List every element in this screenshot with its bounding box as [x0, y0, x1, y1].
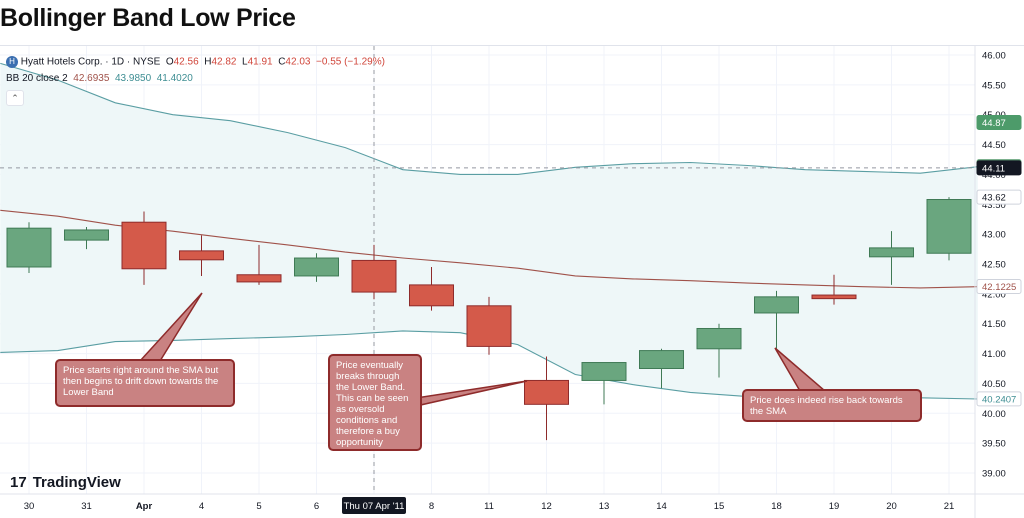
annotation-lower-break-text: Price eventually breaks through the Lowe…: [336, 360, 409, 448]
time-tick-label: 12: [541, 501, 552, 512]
price-tick-label: 44.50: [982, 140, 1006, 151]
time-tick-label: 5: [256, 501, 261, 512]
upper-band-line: [0, 62, 978, 175]
annotation-sma-drift-text: Price starts right around the SMA but th…: [63, 365, 219, 398]
price-tick-label: 43.00: [982, 230, 1006, 241]
candle-body[interactable]: [639, 350, 684, 370]
time-tick-label: 14: [656, 501, 667, 512]
low-label: L: [242, 56, 248, 68]
indicator-basis: 42.6935: [73, 73, 110, 84]
time-tick-label: 15: [714, 501, 725, 512]
candle-body[interactable]: [6, 227, 52, 268]
open-label: O: [165, 56, 174, 68]
indicator-name: BB 20 close 2: [6, 73, 68, 84]
basis-price-badge-text: 42.1225: [982, 282, 1016, 293]
time-tick-label: 6: [314, 501, 319, 512]
lower-price-badge: [976, 391, 1022, 407]
candle-body[interactable]: [696, 327, 742, 350]
candle-body[interactable]: [121, 221, 167, 270]
candle-body[interactable]: [64, 229, 109, 241]
annotation-rise-back: Price does indeed rise back towards the …: [742, 389, 922, 422]
price-tick-label: 44.00: [982, 170, 1006, 181]
candle-body[interactable]: [466, 305, 512, 347]
last-price-badge: [976, 160, 1022, 176]
symbol-header[interactable]: H Hyatt Hotels Corp. · 1D · NYSE O42.56 …: [6, 56, 385, 68]
upper-price-badge: [976, 114, 1022, 130]
page-title: Bollinger Band Low Price: [0, 4, 296, 32]
last-price-badge-text: 44.11: [982, 163, 1005, 174]
crosshair-date-badge: [342, 497, 406, 514]
candle-body[interactable]: [351, 259, 397, 293]
time-tick-label: 11: [484, 501, 494, 512]
high-label: H: [204, 56, 212, 68]
indicator-legend[interactable]: BB 20 close 2 42.6935 43.9850 41.4020: [6, 73, 193, 84]
close-price-badge-text: 43.62: [982, 193, 1006, 204]
candle-body[interactable]: [524, 379, 569, 405]
candle-body[interactable]: [811, 294, 857, 300]
chart-panel[interactable]: 46.0045.5045.0044.5044.0043.5043.0042.50…: [0, 45, 1024, 518]
low-value: 41.91: [247, 56, 273, 68]
candle-body[interactable]: [869, 247, 914, 258]
price-tick-label: 45.50: [982, 80, 1006, 91]
close-label: C: [278, 56, 286, 68]
chevron-up-icon[interactable]: ⌃: [6, 90, 24, 106]
candle-body[interactable]: [294, 257, 339, 277]
tradingview-logo-text: TradingView: [32, 474, 121, 491]
time-tick-label: 4: [199, 501, 204, 512]
time-tick-label: Thu 07 Apr '11: [344, 501, 405, 512]
time-tick-label: 18: [771, 501, 782, 512]
candle-body[interactable]: [754, 296, 799, 314]
time-tick-label: 31: [81, 501, 92, 512]
candle-body[interactable]: [409, 284, 454, 307]
candle-body[interactable]: [581, 362, 627, 381]
price-tick-label: 41.00: [982, 349, 1006, 360]
price-tick-label: 41.50: [982, 319, 1006, 330]
annotation-arrow-2: [415, 380, 528, 407]
price-tick-label: 39.50: [982, 439, 1006, 450]
price-tick-label: 46.00: [982, 51, 1006, 62]
close-price-badge: [976, 189, 1022, 205]
price-tick-label: 39.00: [982, 469, 1006, 480]
time-tick-label: 21: [944, 501, 955, 512]
lower-price-badge-text: 40.2407: [982, 394, 1016, 405]
symbol-logo-icon: H: [6, 56, 18, 68]
upper-price-badge-text: 44.87: [982, 118, 1006, 129]
tradingview-logo[interactable]: 17 TradingView: [10, 474, 121, 491]
candle-body[interactable]: [926, 199, 972, 254]
time-tick-label: 30: [24, 501, 35, 512]
high-value: 42.82: [211, 56, 237, 68]
time-tick-label: 19: [829, 501, 840, 512]
symbol-name: Hyatt Hotels Corp. · 1D · NYSE: [20, 56, 161, 68]
time-tick-label: 20: [886, 501, 897, 512]
price-tick-label: 40.50: [982, 379, 1006, 390]
price-tick-label: 43.50: [982, 200, 1006, 211]
price-tick-label: 42.50: [982, 260, 1006, 271]
time-tick-label: 13: [599, 501, 610, 512]
indicator-upper: 43.9850: [115, 73, 152, 84]
annotation-sma-drift: Price starts right around the SMA but th…: [55, 359, 235, 407]
basis-price-badge: [976, 279, 1022, 295]
price-tick-label: 42.00: [982, 289, 1006, 300]
open-value: 42.56: [173, 56, 199, 68]
indicator-lower: 41.4020: [156, 73, 193, 84]
time-tick-label: 8: [429, 501, 434, 512]
annotation-rise-back-text: Price does indeed rise back towards the …: [750, 395, 903, 417]
time-tick-label: Apr: [136, 501, 153, 512]
price-tick-label: 40.00: [982, 409, 1006, 420]
candle-body[interactable]: [179, 250, 224, 261]
tradingview-logo-icon: 17: [10, 474, 27, 491]
candle-body[interactable]: [236, 274, 282, 283]
close-value: 42.03: [285, 56, 311, 68]
candlestick-chart[interactable]: 46.0045.5045.0044.5044.0043.5043.0042.50…: [0, 46, 1024, 518]
annotation-lower-break: Price eventually breaks through the Lowe…: [328, 354, 422, 451]
change-value: −0.55 (−1.29%): [316, 56, 385, 68]
bollinger-band-fill: [0, 63, 978, 400]
